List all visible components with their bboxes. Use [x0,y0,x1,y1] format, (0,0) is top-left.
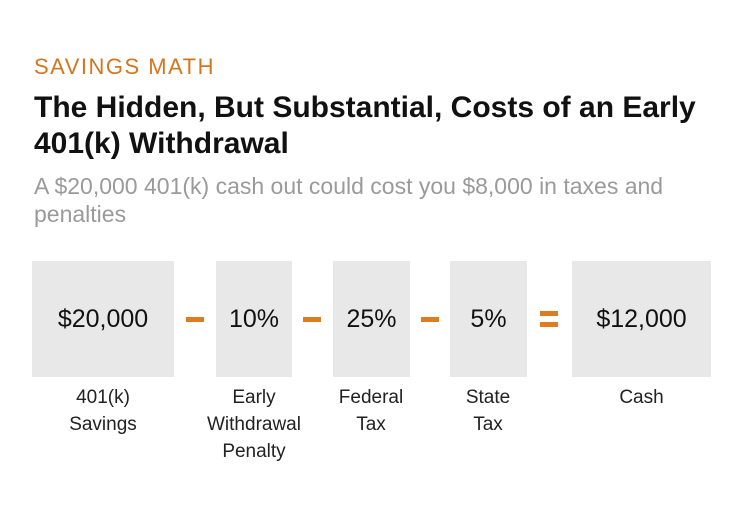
value-box-cash: $12,000 [572,261,711,377]
label-federal-tax: Federal Tax [338,387,404,435]
label-penalty: Early Withdrawal Penalty [207,387,301,462]
value-federal-tax: 25% [346,304,397,333]
value-box-federal-tax: 25% [333,261,410,377]
subtitle: A $20,000 401(k) cash out could cost you… [34,173,664,227]
value-penalty: 10% [228,304,280,333]
kicker: SAVINGS MATH [34,54,215,79]
value-savings: $20,000 [57,304,149,333]
label-savings: 401(k) Savings [69,387,137,435]
value-box-penalty: 10% [216,261,292,377]
label-state-tax: State Tax [465,387,511,435]
value-cash: $12,000 [596,304,687,333]
minus-operator [186,304,204,334]
value-state-tax: 5% [470,304,507,333]
value-box-state-tax: 5% [450,261,527,377]
value-box-savings: $20,000 [32,261,174,377]
equals-operator [540,304,558,334]
minus-operator [303,304,321,334]
page-title: The Hidden, But Substantial, Costs of an… [34,91,696,160]
minus-operator [421,304,439,334]
label-cash: Cash [619,387,664,408]
